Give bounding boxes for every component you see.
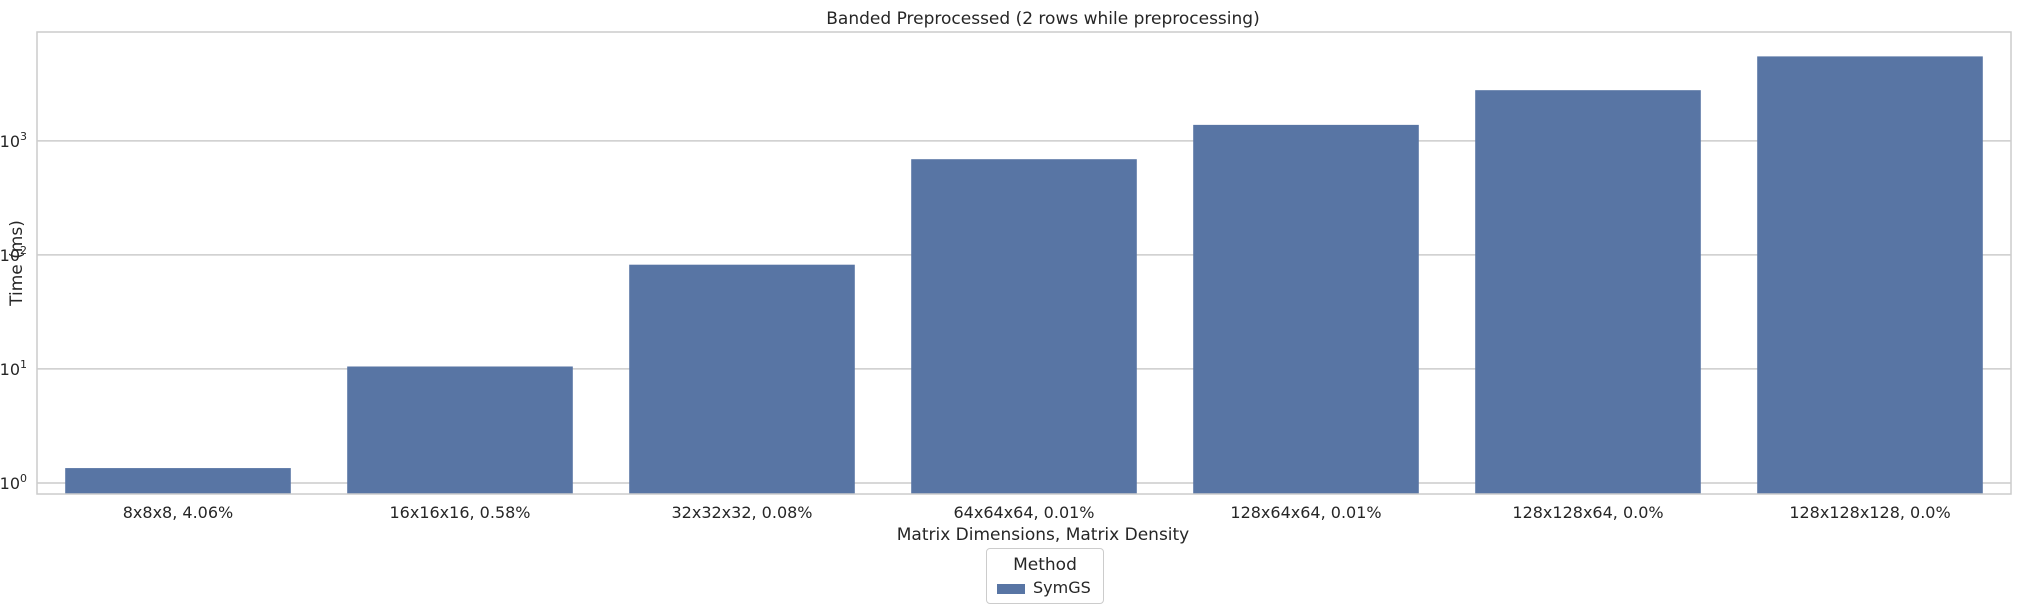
bar (1757, 56, 1983, 494)
x-tick-label: 128x128x64, 0.0% (1512, 503, 1663, 522)
y-tick-label: 101 (0, 358, 27, 379)
y-axis-label: Time (ms) (7, 220, 27, 307)
y-tick-label: 100 (0, 472, 27, 493)
bar (1193, 124, 1419, 494)
bar (65, 468, 291, 494)
x-tick-label: 32x32x32, 0.08% (671, 503, 812, 522)
bar (1475, 90, 1701, 494)
bar (629, 264, 855, 494)
x-tick-label: 16x16x16, 0.58% (389, 503, 530, 522)
y-tick-label: 103 (0, 130, 27, 151)
bar (911, 159, 1137, 494)
bar (347, 366, 573, 494)
legend: Method SymGS (986, 548, 1104, 604)
chart-title: Banded Preprocessed (2 rows while prepro… (826, 9, 1259, 29)
x-axis-label: Matrix Dimensions, Matrix Density (897, 525, 1190, 545)
bars (65, 56, 1983, 494)
legend-label-symgs: SymGS (1033, 578, 1091, 597)
legend-swatch-symgs (997, 584, 1025, 594)
x-tick-label: 8x8x8, 4.06% (123, 503, 233, 522)
plot-frame (36, 31, 2012, 495)
legend-title: Method (1013, 555, 1077, 575)
x-tick-label: 64x64x64, 0.01% (953, 503, 1094, 522)
x-tick-label: 128x64x64, 0.01% (1230, 503, 1381, 522)
x-tick-labels: 8x8x8, 4.06% 16x16x16, 0.58% 32x32x32, 0.0… (123, 503, 1951, 522)
x-tick-label: 128x128x128, 0.0% (1789, 503, 1950, 522)
